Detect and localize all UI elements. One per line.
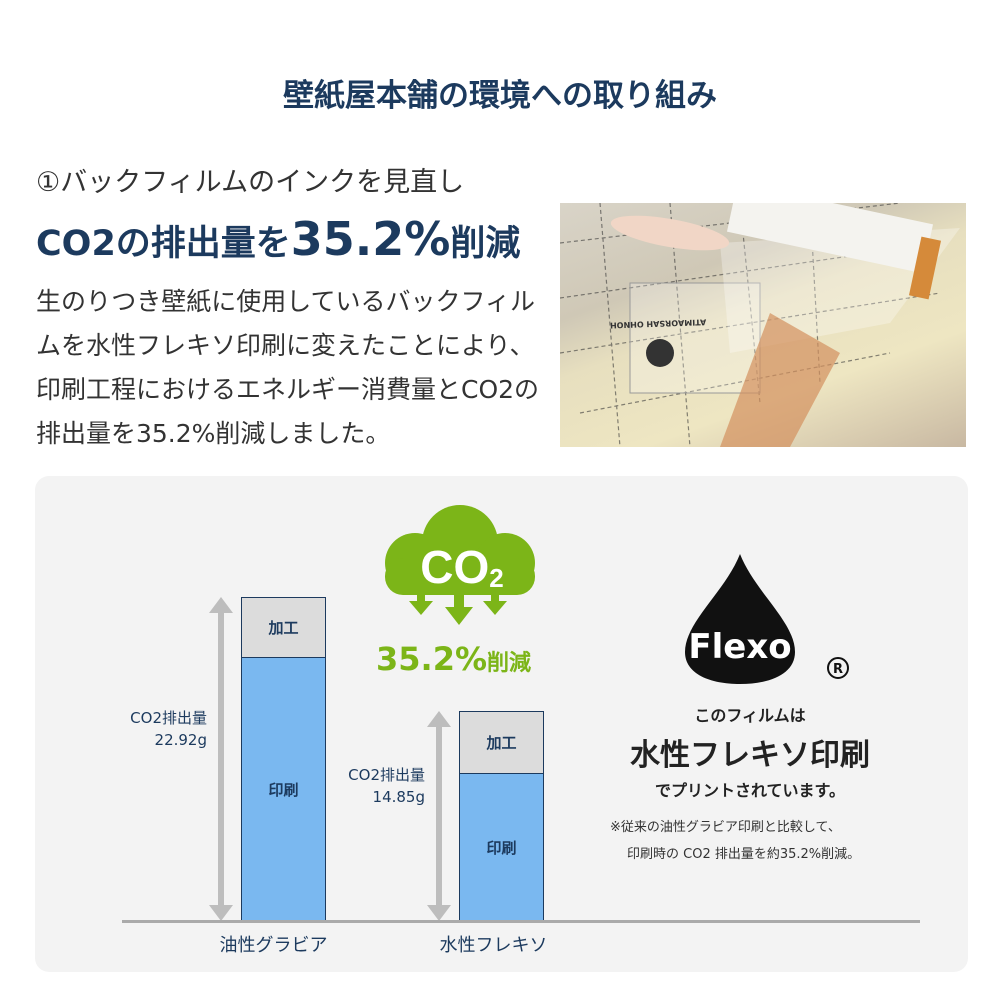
cloud-co: CO — [420, 541, 489, 593]
chart-baseline — [122, 920, 920, 923]
section-body: 生のりつき壁紙に使用しているバックフィルムを水性フレキソ印刷に変えたことにより、… — [36, 287, 540, 448]
film-print-text: ATIMAORSAH OHNOH — [610, 317, 707, 329]
category-label: 水性フレキソ — [439, 935, 548, 956]
headline-post: 削減 — [450, 224, 521, 264]
film-roll-photo: ATIMAORSAH OHNOH — [560, 203, 966, 447]
reduction-suffix: 削減 — [487, 651, 532, 676]
total-label: CO2排出量 22.92g — [130, 709, 207, 749]
reduction-label: 35.2%削減 — [376, 640, 531, 678]
flexo-drop-logo: Flexo R — [685, 554, 849, 684]
flexo-logo-text: Flexo — [688, 627, 791, 667]
total-arrow — [427, 711, 451, 921]
flexo-line1: このフィルムは — [694, 706, 806, 725]
film-roll-illustration: ATIMAORSAH OHNOH — [560, 203, 960, 447]
headline-pre: CO2の排出量を — [36, 224, 291, 264]
co2-cloud-icon: CO2 — [385, 505, 535, 625]
flexo-note2: 印刷時の CO2 排出量を約35.2%削減。 — [627, 847, 861, 862]
page-title: 壁紙屋本舗の環境への取り組み — [283, 78, 717, 114]
section-subtitle: ①バックフィルムのインクを見直し — [36, 167, 465, 198]
bar-segment-printing: 印刷 — [459, 772, 544, 922]
cloud-subscript: 2 — [489, 563, 503, 593]
flexo-note1: ※従来の油性グラビア印刷と比較して、 — [610, 820, 841, 835]
total-arrow — [209, 597, 233, 921]
category-label: 油性グラビア — [219, 935, 328, 956]
bar-segment-printing: 印刷 — [241, 656, 326, 922]
headline-value: 35.2% — [290, 212, 451, 266]
flexo-line3: でプリントされています。 — [655, 781, 845, 800]
section-headline: CO2の排出量を35.2%削減 — [36, 212, 520, 266]
flexo-line2: 水性フレキソ印刷 — [630, 738, 870, 773]
reduction-value: 35.2% — [376, 640, 488, 678]
total-label: CO2排出量 14.85g — [348, 766, 425, 807]
svg-text:R: R — [833, 662, 843, 677]
bar-segment-processing: 加工 — [459, 711, 544, 774]
svg-text:CO2: CO2 — [420, 541, 503, 593]
bar-segment-processing: 加工 — [241, 597, 326, 658]
